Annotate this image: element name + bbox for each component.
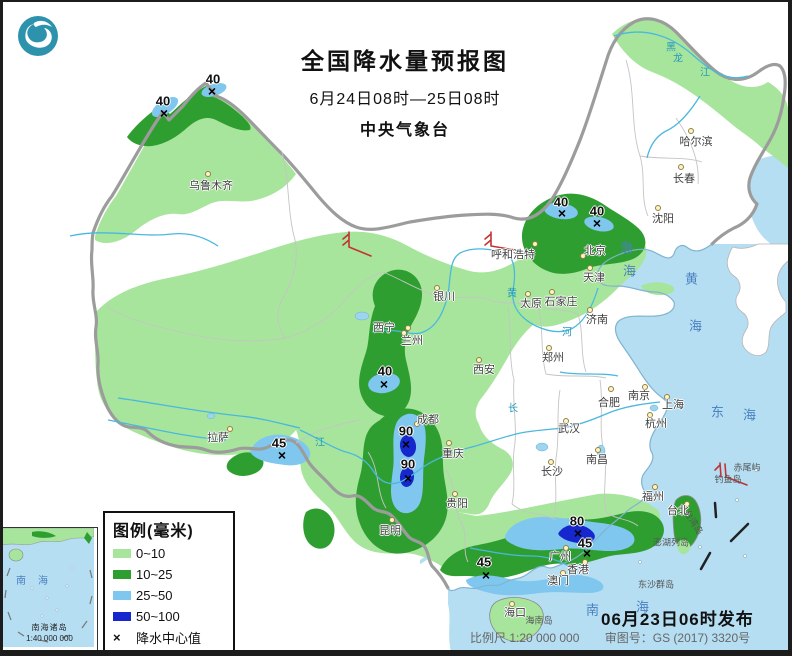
boundary-dashes — [699, 501, 750, 571]
precip-center-x-icon: × — [113, 630, 121, 645]
legend-label: 0~10 — [136, 546, 166, 561]
map-scale: 比例尺 1:20 000 000 — [470, 631, 580, 645]
legend: 图例(毫米) 0~10 10~25 25~50 50~100 × 降水中心值 — [103, 511, 235, 656]
legend-swatch-25-50 — [113, 591, 131, 600]
frame-edge — [0, 0, 792, 2]
nine-dash-line — [4, 567, 93, 643]
title-block: 全国降水量预报图 6月24日08时—25日08时 中央气象台 — [245, 42, 565, 140]
legend-label: 10~25 — [136, 567, 173, 582]
small-islands — [638, 468, 758, 564]
legend-swatch-0-10 — [113, 549, 131, 558]
taiwan-island — [672, 495, 702, 555]
frame-edge — [788, 0, 792, 656]
inset-islands — [30, 566, 74, 618]
hainan-island — [489, 597, 544, 642]
legend-item: 50~100 — [113, 606, 225, 627]
map-subtitle: 6月24日08时—25日08时 — [309, 91, 501, 108]
inset-islands-label: 南海诸岛 — [31, 623, 68, 632]
legend-label: 50~100 — [136, 609, 180, 624]
scale-line: 比例尺 1:20 000 000 审图号：GS (2017) 3320号 — [470, 629, 772, 646]
rivers — [69, 31, 749, 569]
inset-sea-label: 南海 — [16, 576, 60, 587]
cma-logo-icon — [18, 16, 58, 56]
approval-number: 审图号：GS (2017) 3320号 — [604, 631, 751, 645]
sea-of-japan — [747, 155, 792, 256]
legend-swatch-10-25 — [113, 570, 131, 579]
korea-landmass — [726, 243, 792, 356]
map-title: 全国降水量预报图 — [301, 48, 509, 74]
frame-edge — [0, 0, 3, 656]
inset-scale: 1:40 000 000 — [26, 634, 73, 643]
map-agency: 中央气象台 — [359, 122, 450, 139]
legend-item: 0~10 — [113, 543, 225, 564]
legend-label: 25~50 — [136, 588, 173, 603]
inset-map-svg — [2, 528, 94, 647]
legend-swatch-50-100 — [113, 612, 131, 621]
frame-edge — [0, 650, 792, 656]
wind-barb-icons — [342, 231, 748, 486]
inset-map-south-china-sea: 南海 南海诸岛 1:40 000 000 — [1, 527, 98, 651]
legend-title: 图例(毫米) — [113, 523, 194, 540]
vietnam-landmass — [398, 558, 452, 656]
precip-area-50-100 — [399, 435, 595, 544]
release-time: 06月23日06时发布 — [601, 610, 754, 629]
national-border — [89, 17, 787, 590]
legend-item: 25~50 — [113, 585, 225, 606]
province-boundaries — [105, 59, 703, 563]
legend-item-center-value: × 降水中心值 — [113, 627, 225, 648]
legend-item: 10~25 — [113, 564, 225, 585]
legend-label: 降水中心值 — [136, 631, 202, 646]
coastline — [447, 243, 713, 592]
lakes — [206, 311, 659, 458]
